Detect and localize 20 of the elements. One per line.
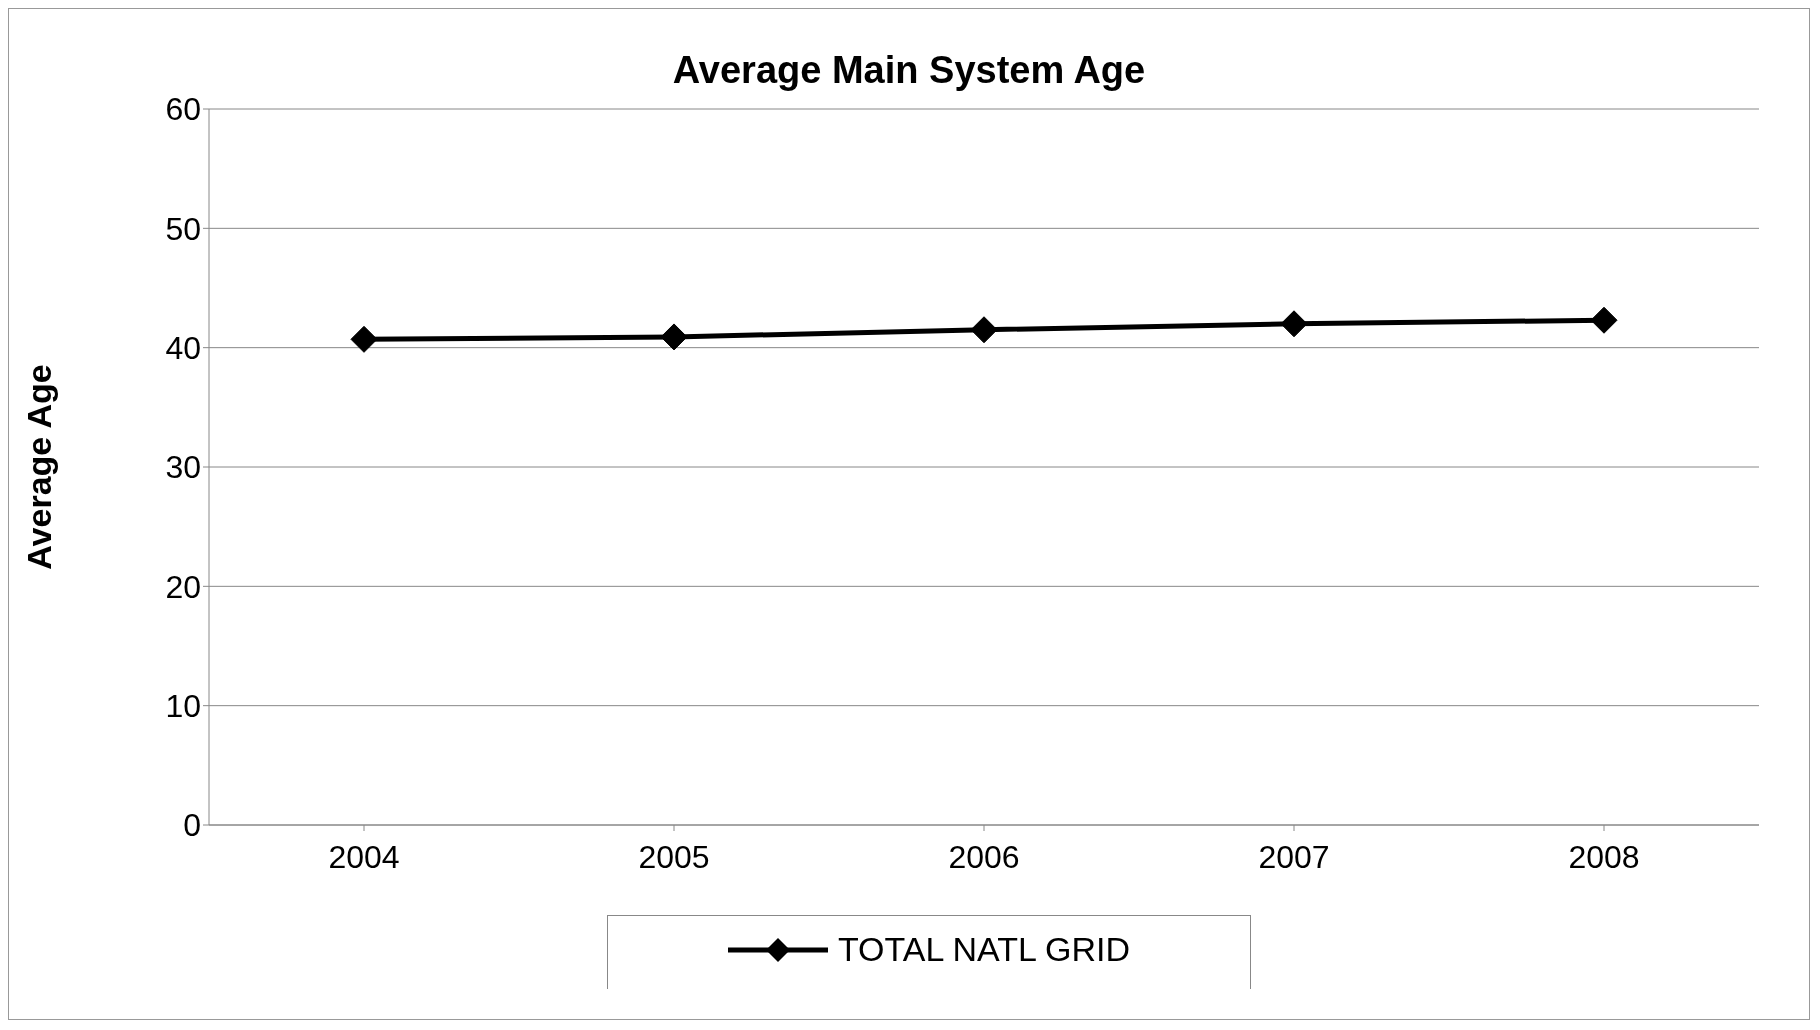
y-tick-label: 0 xyxy=(183,807,201,844)
legend-label: TOTAL NATL GRID xyxy=(837,930,1131,969)
chart-title: Average Main System Age xyxy=(671,49,1147,92)
point xyxy=(660,323,688,351)
point xyxy=(350,325,378,353)
x-tick-label: 2004 xyxy=(328,838,400,875)
y-tick-label: 50 xyxy=(165,210,201,247)
x-tick-label: 2005 xyxy=(638,838,710,875)
y-tick-label: 10 xyxy=(165,688,201,725)
y-tick-label: 60 xyxy=(165,91,201,128)
x-tick-label: 2007 xyxy=(1258,838,1330,875)
point xyxy=(970,316,998,344)
x-tick-label: 2006 xyxy=(948,838,1020,875)
point xyxy=(1590,306,1618,334)
y-tick-label: 20 xyxy=(165,568,201,605)
y-tick-label: 40 xyxy=(165,330,201,367)
y-tick-label: 30 xyxy=(165,449,201,486)
point xyxy=(1280,310,1308,338)
x-tick-label: 2008 xyxy=(1568,838,1640,875)
y-axis-title: Average Age xyxy=(20,364,59,570)
